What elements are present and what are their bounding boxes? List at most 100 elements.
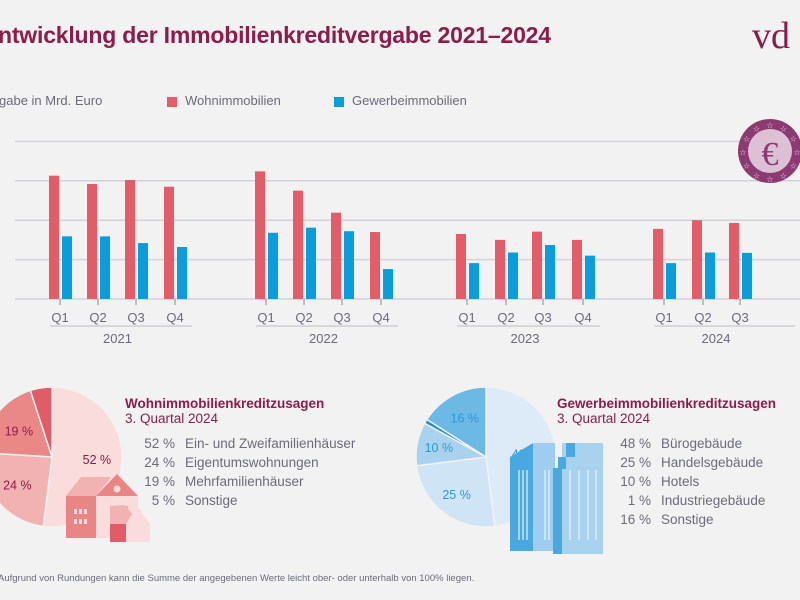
bar-gewerbeimmobilien (666, 263, 676, 299)
x-tick-label: Q4 (574, 310, 591, 325)
bar-gewerbeimmobilien (306, 227, 316, 299)
house-illustration (113, 485, 121, 493)
pie-legend-label: Sonstige (661, 512, 714, 527)
x-tick-label: Q1 (458, 310, 475, 325)
bar-gewerbeimmobilien (62, 236, 72, 299)
pie-legend-label: Eigentumswohnungen (185, 455, 319, 470)
bar-wohnimmobilien (495, 239, 505, 299)
pie-legend-row: 52 % Ein- und Zweifamilienhäuser (135, 434, 355, 453)
office-building-illustration (566, 443, 575, 457)
x-tick-label: Q3 (731, 310, 748, 325)
pie-legend-pct: 16 % (620, 512, 651, 527)
bar-gewerbeimmobilien (138, 243, 148, 299)
pie-legend-label: Handelsgebäude (661, 455, 764, 470)
house-window (74, 509, 77, 514)
pie-slice-label: 19 % (5, 424, 34, 438)
bar-wohnimmobilien (729, 222, 739, 299)
bar-gewerbeimmobilien (268, 232, 278, 299)
vdp-logo: vd (752, 15, 790, 57)
bar-wohnimmobilien (370, 232, 380, 299)
bar-wohnimmobilien (331, 212, 341, 299)
year-label: 2022 (309, 331, 338, 346)
bar-gewerbeimmobilien (100, 236, 110, 299)
x-tick-label: Q2 (497, 310, 514, 325)
legend-wohn: Wohnimmobilien (185, 93, 281, 108)
legend-gewerbe: Gewerbeimmobilien (352, 93, 467, 108)
bar-gewerbeimmobilien (177, 246, 187, 299)
x-tick-label: Q1 (655, 310, 672, 325)
footnote: Aufgrund von Rundungen kann die Summe de… (0, 573, 475, 584)
house-illustration (66, 496, 96, 538)
x-tick-label: Q1 (257, 310, 274, 325)
star-icon: ☆ (790, 135, 797, 144)
office-building-illustration (553, 468, 562, 554)
gewerbe-pie-title: Gewerbeimmobilienkreditzusagen (557, 396, 777, 411)
pie-legend-pct: 25 % (620, 455, 651, 470)
pie-legend-pct: 48 % (620, 436, 651, 451)
year-label: 2023 (511, 331, 540, 346)
bar-wohnimmobilien (692, 220, 702, 299)
x-tick-label: Q3 (127, 310, 144, 325)
pie-legend-row: 25 % Handelsgebäude (611, 453, 776, 472)
bar-wohnimmobilien (293, 190, 303, 299)
legend-swatch-gewerbe (334, 97, 344, 107)
pie-legend-row: 24 % Eigentumswohnungen (135, 453, 355, 472)
star-icon: ☆ (780, 171, 787, 180)
pie-slice-label: 24 % (3, 479, 32, 493)
bar-gewerbeimmobilien (545, 245, 555, 299)
x-tick-label: Q1 (51, 310, 68, 325)
pie-legend-row: 48 % Bürogebäude (611, 434, 776, 453)
star-icon: ☆ (766, 121, 773, 130)
pie-legend-label: Bürogebäude (661, 436, 743, 451)
house-illustration (110, 524, 126, 542)
pie-slice-label: 52 % (83, 453, 112, 467)
star-icon: ☆ (793, 148, 800, 157)
bar-gewerbeimmobilien (508, 252, 518, 299)
x-tick-label: Q3 (534, 310, 551, 325)
pie-legend-pct: 5 % (151, 493, 175, 508)
page-title: ntwicklung der Immobilienkreditvergabe 2… (0, 22, 551, 48)
pie-legend-row: 1 % Industriegebäude (611, 491, 776, 510)
pie-slice (0, 452, 53, 528)
office-building-illustration (533, 443, 555, 551)
pie-legend-label: Mehrfamilienhäuser (185, 474, 304, 489)
pie-legend-row: 16 % Sonstige (611, 510, 776, 529)
house-window (84, 519, 87, 524)
pie-legend-label: Ein- und Zweifamilienhäuser (185, 436, 356, 451)
house-window (79, 519, 82, 524)
office-building-illustration (510, 443, 533, 551)
year-label: 2024 (702, 331, 731, 346)
pie-slice-label: 10 % (425, 441, 454, 455)
year-label: 2021 (103, 331, 132, 346)
bar-gewerbeimmobilien (705, 252, 715, 299)
star-icon: ☆ (780, 125, 787, 134)
pie-legend-row: 10 % Hotels (611, 472, 776, 491)
office-building-illustration (558, 457, 566, 469)
bar-wohnimmobilien (255, 171, 265, 299)
x-tick-label: Q2 (694, 310, 711, 325)
pie-slice (415, 456, 496, 528)
pie-legend-label: Sonstige (185, 493, 238, 508)
star-icon: ☆ (790, 162, 797, 171)
pie-legend-row: 5 % Sonstige (135, 491, 355, 510)
bar-gewerbeimmobilien (742, 252, 752, 299)
bar-wohnimmobilien (164, 186, 174, 299)
wohn-pie-subtitle: 3. Quartal 2024 (125, 411, 219, 426)
house-illustration (126, 506, 150, 524)
bar-wohnimmobilien (87, 183, 97, 299)
bar-gewerbeimmobilien (585, 255, 595, 299)
bar-wohnimmobilien (653, 228, 663, 299)
house-illustration (126, 524, 150, 542)
pie-legend-label: Hotels (661, 474, 700, 489)
star-icon: ☆ (739, 148, 746, 157)
pie-legend-label: Industriegebäude (661, 493, 766, 508)
star-icon: ☆ (743, 135, 750, 144)
euro-symbol: € (762, 136, 779, 173)
pie-slice-label: 16 % (451, 411, 480, 425)
bar-wohnimmobilien (532, 231, 542, 299)
gewerbe-pie-subtitle: 3. Quartal 2024 (557, 411, 651, 426)
star-icon: ☆ (766, 175, 773, 184)
pie-slice (0, 389, 54, 458)
x-tick-label: Q2 (89, 310, 106, 325)
